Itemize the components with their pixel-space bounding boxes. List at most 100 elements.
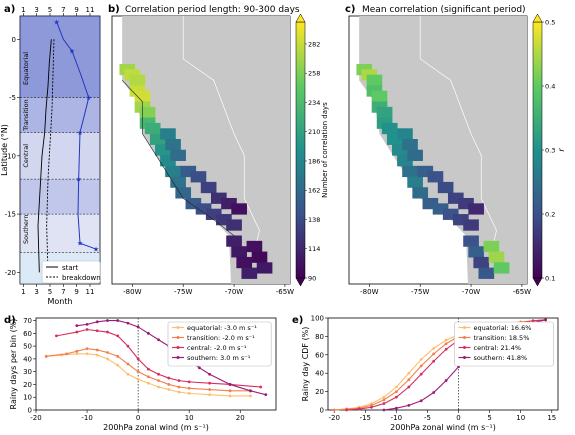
map-cell [402, 165, 418, 178]
legend-label: southern: 41.8% [474, 354, 528, 362]
map-cell [402, 139, 418, 151]
map-cell [185, 197, 202, 210]
series-point [85, 347, 89, 351]
panel-d-series [44, 319, 268, 398]
colorbar-tick-label: 114 [308, 245, 320, 253]
land-area [359, 16, 527, 284]
series-point [382, 402, 386, 405]
series-point [407, 385, 411, 389]
map-cell [210, 192, 227, 204]
map-cell [216, 214, 232, 226]
panel-e-frame [327, 317, 559, 411]
series-point [44, 354, 48, 358]
series-point [116, 363, 120, 367]
y-tick-label: 60 [23, 330, 32, 338]
series-point [198, 366, 201, 370]
x-tick-label: 20 [236, 414, 245, 422]
series-point [432, 346, 436, 350]
map-cell [144, 122, 161, 135]
panel-b-land [122, 16, 291, 284]
map-cell [155, 144, 171, 156]
colorbar-min-arrow [295, 277, 306, 287]
x-tick-label: -20 [328, 414, 339, 422]
colorbar-tick-label: 138 [308, 216, 320, 224]
x-tick-label: 3 [34, 288, 38, 296]
series-point [544, 318, 547, 322]
x-tick-label: 1 [21, 288, 25, 296]
panel-c-title: Mean correlation (significant period) [362, 5, 526, 15]
panel-d-ylabel: Rainy days per bin (%) [9, 319, 18, 410]
panel-a-ylabel: Latitude (°N) [0, 124, 9, 176]
y-tick-label: 70 [23, 317, 32, 325]
map-cell [397, 128, 413, 140]
map-cell [493, 262, 510, 274]
x-tick-label: -5 [424, 414, 431, 422]
panel-e-ylabel: Rainy day CDF (%) [301, 327, 310, 402]
map-cell [463, 219, 479, 231]
series-point [146, 375, 150, 379]
x-tick-label: -80W [123, 288, 141, 296]
panel-label-d: d) [4, 315, 16, 326]
series-point [126, 344, 130, 348]
legend-label: southern: 3.0 m s⁻¹ [187, 354, 251, 362]
legend-breakdown-label: breakdown [62, 274, 101, 282]
series-point [116, 334, 120, 338]
map-cell [381, 122, 398, 135]
map-cell [432, 203, 449, 215]
series-point [126, 362, 130, 366]
series-line [56, 328, 261, 388]
series-point [382, 398, 386, 402]
legend-label: equatorial: -3.0 m s⁻¹ [187, 324, 257, 332]
map-cell [468, 246, 484, 258]
series-point [228, 383, 232, 386]
x-tick-label: -65W [513, 288, 531, 296]
series-point [167, 376, 171, 380]
y-tick-label: 30 [23, 368, 32, 376]
map-cell [205, 208, 222, 220]
y-tick-label: 20 [315, 388, 324, 396]
series-point [249, 394, 252, 398]
colorbar-tick-label: 282 [308, 40, 320, 48]
series-point [167, 383, 171, 386]
series-point [370, 405, 373, 409]
series-point [407, 378, 411, 382]
series-point [444, 342, 448, 346]
panel-d-frame [35, 317, 277, 411]
series-point [444, 379, 448, 382]
region-band [20, 214, 100, 253]
panel-b-map: Correlation period length: 90-300 days -… [111, 5, 329, 296]
colorbar-bar [532, 21, 543, 279]
series-point [146, 331, 150, 335]
x-tick-top-label: 11 [86, 6, 95, 14]
series-point [432, 352, 436, 356]
map-cell [221, 197, 237, 210]
region-label: Southern [22, 214, 30, 244]
map-cell [175, 187, 192, 199]
colorbar-max-arrow [295, 13, 306, 23]
series-point [95, 348, 99, 352]
legend-swatch-marker [463, 336, 466, 339]
x-tick-label: 5 [48, 288, 52, 296]
map-cell [392, 144, 408, 156]
region-marker: ★ [54, 18, 60, 26]
colorbar-tick-label: 0.1 [545, 275, 555, 283]
panel-c-land [359, 16, 527, 284]
region-marker: ★ [77, 129, 83, 137]
series-point [187, 391, 191, 395]
series-point [407, 404, 411, 407]
series-point [394, 406, 398, 410]
series-point [419, 399, 423, 403]
legend-start-label: start [62, 264, 79, 272]
x-tick-label: 11 [86, 288, 95, 296]
legend-box [454, 321, 554, 367]
series-point [75, 330, 79, 334]
colorbar-max-arrow [532, 13, 543, 23]
map-cell [246, 240, 263, 253]
panel-e-legend: equatorial: 16.6% transition: 18.5% centra… [454, 321, 554, 367]
series-point [65, 352, 69, 356]
series-point [177, 390, 181, 394]
x-tick-label: -80W [360, 288, 378, 296]
panel-label-e: e) [292, 315, 303, 326]
map-cell [170, 176, 186, 188]
